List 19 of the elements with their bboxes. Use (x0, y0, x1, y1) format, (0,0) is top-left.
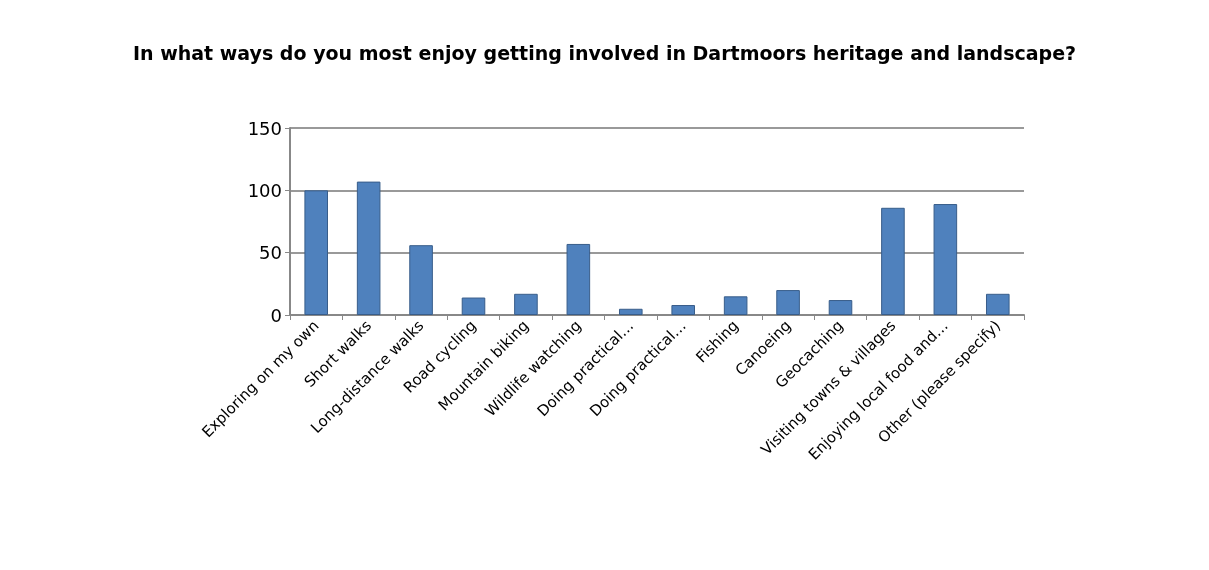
bar (618, 308, 643, 315)
bar (461, 297, 486, 315)
bar (304, 190, 329, 315)
bar (671, 305, 696, 315)
chart-title: In what ways do you most enjoy getting involved in Dartmoors heritage and landscape? (132, 41, 1077, 64)
y-tick-label: 0 (270, 304, 282, 326)
bar (566, 243, 591, 315)
bar (985, 293, 1010, 315)
y-tick-label: 150 (247, 117, 282, 139)
bar (514, 293, 538, 315)
bar (723, 296, 748, 315)
bar (881, 207, 905, 315)
y-tick-label: 50 (259, 242, 282, 264)
y-tick-label: 100 (247, 179, 282, 201)
bar (828, 300, 853, 315)
bar (356, 181, 381, 315)
bar (933, 204, 958, 315)
bar (409, 245, 433, 315)
bar (776, 290, 800, 315)
